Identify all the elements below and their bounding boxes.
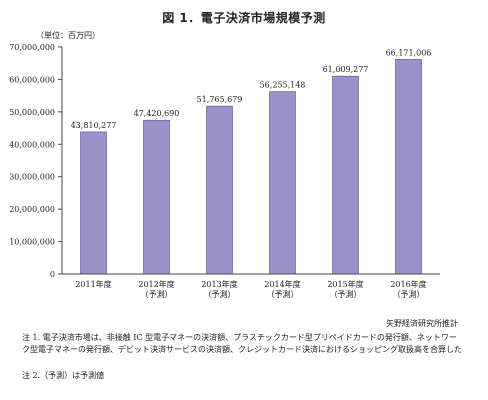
data-label: 47,420,690: [134, 109, 180, 118]
y-tick-label: 20,000,000: [9, 205, 55, 214]
x-tick-label: （予測）: [393, 289, 425, 299]
y-tick-label: 30,000,000: [9, 173, 55, 182]
x-tick-label: （予測）: [204, 289, 236, 299]
x-tick-label: 2012年度: [138, 279, 174, 289]
bar: [206, 105, 233, 275]
y-tick-label: 60,000,000: [9, 75, 55, 84]
y-tick-label: 0: [50, 270, 55, 279]
data-label: 61,009,277: [323, 65, 369, 74]
x-tick-label: （予測）: [141, 289, 173, 299]
x-tick-label: 2013年度: [201, 279, 237, 289]
note-1: 注 1. 電子決済市場は、非接触 IC 型電子マネーの決済額、プラスチックカード…: [22, 333, 462, 354]
chart-title: 図 1．電子決済市場規模予測: [162, 11, 326, 25]
y-tick-label: 10,000,000: [9, 238, 55, 247]
data-label: 43,810,277: [71, 121, 117, 130]
source-label: 矢野経済研究所推計: [386, 319, 458, 328]
x-tick-label: 2015年度: [327, 279, 363, 289]
y-tick-label: 70,000,000: [9, 43, 55, 52]
bar: [269, 91, 296, 275]
x-tick-label: 2011年度: [75, 279, 111, 289]
x-tick-label: （予測）: [267, 289, 299, 299]
x-tick-label: 2016年度: [390, 279, 426, 289]
bar: [143, 119, 170, 275]
bar: [332, 75, 359, 275]
data-label: 56,255,148: [260, 81, 306, 90]
unit-label: （単位：百万円）: [36, 31, 100, 40]
data-label: 51,765,679: [197, 95, 243, 104]
x-tick-label: （予測）: [330, 289, 362, 299]
x-tick-label: 2014年度: [264, 279, 300, 289]
y-tick-label: 50,000,000: [9, 108, 55, 117]
note-2: 注 2.（予測）は予測値: [22, 371, 105, 380]
bar: [80, 131, 107, 275]
y-tick-label: 40,000,000: [9, 140, 55, 149]
data-label: 66,171,006: [386, 48, 432, 57]
bar: [395, 59, 422, 275]
